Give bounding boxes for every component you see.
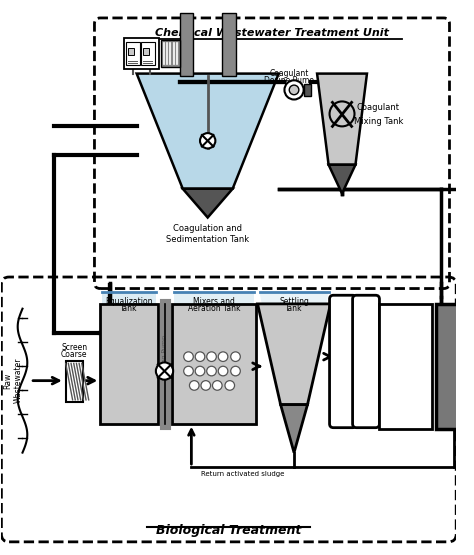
Text: Return activated sludge: Return activated sludge xyxy=(201,471,284,477)
FancyBboxPatch shape xyxy=(141,42,155,65)
Text: Sludge
Tank: Sludge Tank xyxy=(435,355,474,377)
Polygon shape xyxy=(281,405,308,453)
Text: Screen: Screen xyxy=(61,343,87,352)
Text: Recycled
water: Recycled water xyxy=(387,347,425,366)
Text: Sedimentation Tank: Sedimentation Tank xyxy=(166,235,249,244)
Text: Coagulation and: Coagulation and xyxy=(173,224,242,233)
Polygon shape xyxy=(257,304,330,405)
FancyBboxPatch shape xyxy=(304,84,311,95)
FancyBboxPatch shape xyxy=(161,40,180,67)
FancyBboxPatch shape xyxy=(329,295,356,428)
Text: Coarse: Coarse xyxy=(61,350,88,359)
Circle shape xyxy=(190,381,199,390)
FancyBboxPatch shape xyxy=(128,48,134,56)
Text: Tank: Tank xyxy=(285,305,303,314)
FancyBboxPatch shape xyxy=(436,304,473,428)
FancyBboxPatch shape xyxy=(222,13,236,75)
Polygon shape xyxy=(259,292,328,405)
Text: Settling: Settling xyxy=(279,297,309,306)
Text: Chemical Wastewater Treatment Unit: Chemical Wastewater Treatment Unit xyxy=(155,28,389,38)
Circle shape xyxy=(231,352,240,361)
Circle shape xyxy=(289,85,299,95)
Circle shape xyxy=(212,381,222,390)
Circle shape xyxy=(201,381,210,390)
Circle shape xyxy=(195,366,205,376)
Text: Dosine Pumo: Dosine Pumo xyxy=(264,77,314,85)
Polygon shape xyxy=(174,292,254,426)
Text: Equalization: Equalization xyxy=(105,297,153,306)
Text: Mincing Pump: Mincing Pump xyxy=(162,335,167,379)
Polygon shape xyxy=(183,189,233,218)
Text: Class B/C: Class B/C xyxy=(386,376,426,385)
Text: Raw
Wastewater: Raw Wastewater xyxy=(3,358,23,403)
FancyBboxPatch shape xyxy=(126,42,139,65)
Circle shape xyxy=(195,352,205,361)
Circle shape xyxy=(207,352,216,361)
Text: Mixing Tank: Mixing Tank xyxy=(354,117,403,126)
Text: Aeration Tank: Aeration Tank xyxy=(188,305,240,314)
Circle shape xyxy=(218,366,228,376)
Text: Chlorination: Chlorination xyxy=(362,335,371,388)
Circle shape xyxy=(218,352,228,361)
Text: Filtration: Filtration xyxy=(338,341,347,382)
Polygon shape xyxy=(172,304,255,424)
Circle shape xyxy=(225,381,235,390)
Text: Mixers and: Mixers and xyxy=(193,297,235,306)
Text: Coagulant: Coagulant xyxy=(270,69,309,78)
Text: Coagulant: Coagulant xyxy=(357,103,400,112)
Polygon shape xyxy=(66,361,83,402)
Polygon shape xyxy=(328,165,356,194)
FancyBboxPatch shape xyxy=(144,48,149,56)
Circle shape xyxy=(207,366,216,376)
Circle shape xyxy=(184,366,193,376)
Polygon shape xyxy=(102,292,156,426)
Circle shape xyxy=(231,366,240,376)
Polygon shape xyxy=(100,304,158,424)
Polygon shape xyxy=(317,74,367,165)
Circle shape xyxy=(156,362,173,380)
Circle shape xyxy=(200,133,215,148)
Polygon shape xyxy=(137,74,279,189)
FancyBboxPatch shape xyxy=(353,295,380,428)
FancyBboxPatch shape xyxy=(380,304,432,428)
Text: Tank: Tank xyxy=(120,305,138,314)
Text: Biological Treatment: Biological Treatment xyxy=(156,524,301,537)
Circle shape xyxy=(284,80,304,99)
FancyBboxPatch shape xyxy=(124,38,159,69)
FancyBboxPatch shape xyxy=(180,13,193,75)
Circle shape xyxy=(184,352,193,361)
